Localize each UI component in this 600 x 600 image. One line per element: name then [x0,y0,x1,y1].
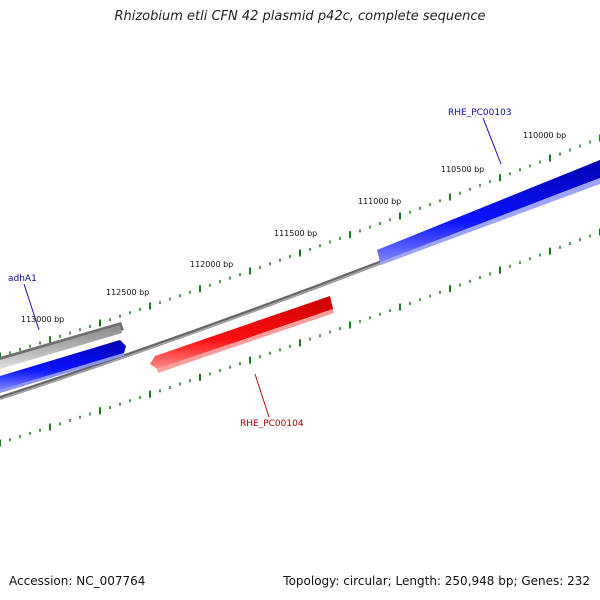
leader-adhA1 [23,283,40,331]
tick-label-112500: 112500 bp [106,288,149,297]
leader-RHE_PC00103 [482,117,502,165]
sequence-summary: Topology: circular; Length: 250,948 bp; … [283,574,590,588]
map-title: Rhizobium etli CFN 42 plasmid p42c, comp… [114,9,486,24]
leader-RHE_PC00104 [254,373,270,418]
gene-label-RHE_PC00103[interactable]: RHE_PC00103 [448,108,512,118]
gene-adhA1-arrow[interactable] [0,340,126,393]
grey-feature[interactable] [0,322,124,369]
tick-label-111500: 111500 bp [274,229,317,238]
tick-label-110000: 110000 bp [523,131,566,140]
tick-label-112000: 112000 bp [190,260,233,269]
gene-RHE_PC00103-arrow[interactable] [377,160,600,265]
accession-text: Accession: NC_007764 [9,574,146,588]
tick-labels: 110000 bp 110500 bp 111000 bp 111500 bp … [21,131,566,324]
tick-label-111000: 111000 bp [358,197,401,206]
tick-label-113000: 113000 bp [21,315,64,324]
tick-label-110500: 110500 bp [441,165,484,174]
gene-label-RHE_PC00104[interactable]: RHE_PC00104 [240,419,304,429]
outer-tick-row [0,134,600,360]
gene-label-adhA1[interactable]: adhA1 [8,274,37,284]
gene-RHE_PC00104-arrow[interactable] [150,296,334,373]
inner-tick-row [0,228,600,447]
